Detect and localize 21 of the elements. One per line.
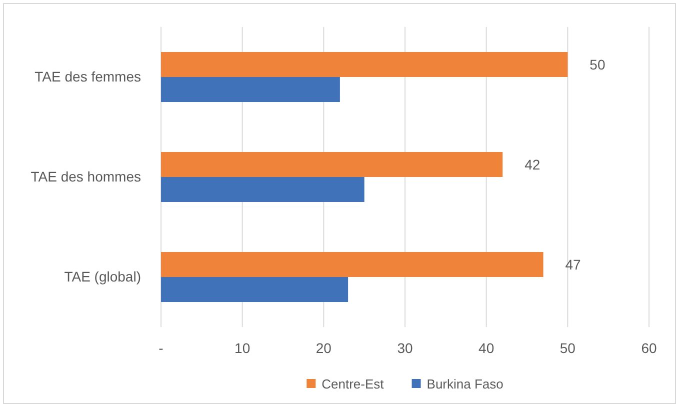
data-label: 47	[565, 256, 582, 272]
y-tick-label: TAE des hommes	[30, 168, 141, 184]
bar	[161, 177, 364, 202]
bar	[161, 77, 340, 102]
data-label: 50	[590, 56, 606, 72]
x-tick-label: 30	[397, 340, 413, 356]
y-tick-label: TAE (global)	[64, 268, 141, 284]
x-tick-label: 40	[478, 340, 494, 356]
x-tick-label: -	[158, 340, 164, 356]
x-tick-label: 10	[234, 340, 250, 356]
bar	[161, 152, 503, 177]
x-tick-label: 20	[316, 340, 332, 356]
x-tick-label: 50	[560, 340, 576, 356]
data-label: 42	[524, 156, 540, 172]
bar	[161, 52, 568, 77]
bar	[161, 277, 348, 302]
x-tick-label: 60	[641, 340, 657, 356]
y-tick-label: TAE des femmes	[34, 68, 141, 84]
legend-label: Centre-Est	[322, 376, 384, 392]
legend-label: Burkina Faso	[426, 376, 504, 392]
bar	[161, 252, 544, 277]
